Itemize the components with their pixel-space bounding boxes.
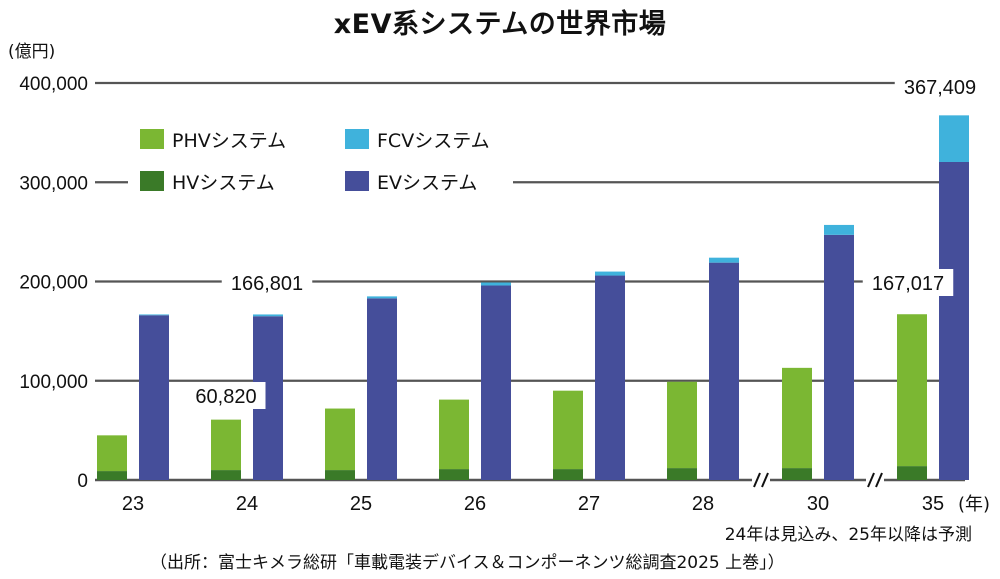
bar-PHVシステム xyxy=(782,367,812,469)
bar-HVシステム xyxy=(667,468,697,480)
x-tick-label: 23 xyxy=(122,493,144,515)
chart-title: xEV系システムの世界市場 xyxy=(333,9,667,40)
bar-FCVシステム xyxy=(939,115,969,162)
y-tick-label: 400,000 xyxy=(19,74,88,95)
axis-break-mark xyxy=(867,472,875,488)
bar-PHVシステム xyxy=(897,314,927,467)
bar-HVシステム xyxy=(325,470,355,480)
source-note: （出所：富士キメラ総研「車載電装デバイス＆コンポーネンツ総調査2025 上巻」） xyxy=(150,553,785,573)
legend-label: HVシステム xyxy=(172,172,275,194)
y-tick-label: 100,000 xyxy=(19,372,88,393)
axis-break-gap xyxy=(752,468,770,492)
data-label: 166,801 xyxy=(231,273,303,295)
axis-break-mark xyxy=(761,472,769,488)
bar-FCVシステム xyxy=(481,282,511,286)
data-label-background xyxy=(862,269,954,296)
bar-EVシステム xyxy=(139,315,169,480)
bar-FCVシステム xyxy=(824,224,854,235)
bar-FCVシステム xyxy=(595,271,625,276)
y-tick-label: 200,000 xyxy=(19,273,88,294)
y-tick-label: 0 xyxy=(77,471,88,492)
bar-PHVシステム xyxy=(667,381,697,469)
y-tick-label: 300,000 xyxy=(19,173,88,194)
axis-break-mark xyxy=(753,472,761,488)
bar-FCVシステム xyxy=(139,314,169,316)
bar-HVシステム xyxy=(897,466,927,480)
bar-EVシステム xyxy=(709,262,739,480)
data-labels: 166,801 60,820 367,409 167,017 xyxy=(186,73,986,409)
bar-PHVシステム xyxy=(325,408,355,471)
bar-HVシステム xyxy=(439,469,469,480)
x-tick-label: 30 xyxy=(807,493,829,515)
x-tick-label: 26 xyxy=(464,493,486,515)
legend-swatch xyxy=(140,129,164,149)
axis-break-mark xyxy=(875,472,883,488)
x-unit-label: (年) xyxy=(958,494,990,515)
forecast-note: 24年は見込み、25年以降は予測 xyxy=(724,525,972,545)
x-tick-label: 35 xyxy=(922,493,944,515)
bar-EVシステム xyxy=(824,234,854,480)
bar-EVシステム xyxy=(939,161,969,480)
bar-PHVシステム xyxy=(439,399,469,470)
y-unit-label: (億円) xyxy=(8,42,56,62)
bar-HVシステム xyxy=(211,470,241,480)
bar-FCVシステム xyxy=(709,257,739,263)
x-tick-label: 28 xyxy=(692,493,714,515)
x-tick-label: 24 xyxy=(236,493,258,515)
legend-swatch xyxy=(345,129,369,149)
bar-EVシステム xyxy=(595,275,625,480)
bar-EVシステム xyxy=(481,285,511,480)
bar-HVシステム xyxy=(553,469,583,480)
bar-PHVシステム xyxy=(211,419,241,471)
bar-PHVシステム xyxy=(553,390,583,470)
data-label: 367,409 xyxy=(904,77,976,99)
data-label-background xyxy=(221,269,313,296)
bar-HVシステム xyxy=(97,471,127,480)
x-tick-label: 25 xyxy=(350,493,372,515)
bar-FCVシステム xyxy=(253,314,283,317)
x-tick-label: 27 xyxy=(578,493,600,515)
data-label: 167,017 xyxy=(872,273,944,295)
bar-EVシステム xyxy=(367,298,397,480)
legend-swatch xyxy=(345,171,369,191)
axis-break-gap xyxy=(866,468,884,492)
tick-labels: 0 100,000 200,000 300,000 400,000 23 24 25 26 27 2… xyxy=(19,74,990,515)
legend-label: EVシステム xyxy=(377,172,477,194)
legend-swatch xyxy=(140,171,164,191)
data-label-background xyxy=(186,382,266,409)
legend-label: FCVシステム xyxy=(377,130,490,152)
legend-label: PHVシステム xyxy=(172,130,286,152)
legend: PHVシステム FCVシステム HVシステム EVシステム xyxy=(128,120,513,200)
bar-PHVシステム xyxy=(97,435,127,472)
legend-background xyxy=(128,120,513,200)
data-label-background xyxy=(894,73,986,100)
bar-FCVシステム xyxy=(367,296,397,299)
bar-HVシステム xyxy=(782,468,812,480)
data-label: 60,820 xyxy=(195,386,256,408)
